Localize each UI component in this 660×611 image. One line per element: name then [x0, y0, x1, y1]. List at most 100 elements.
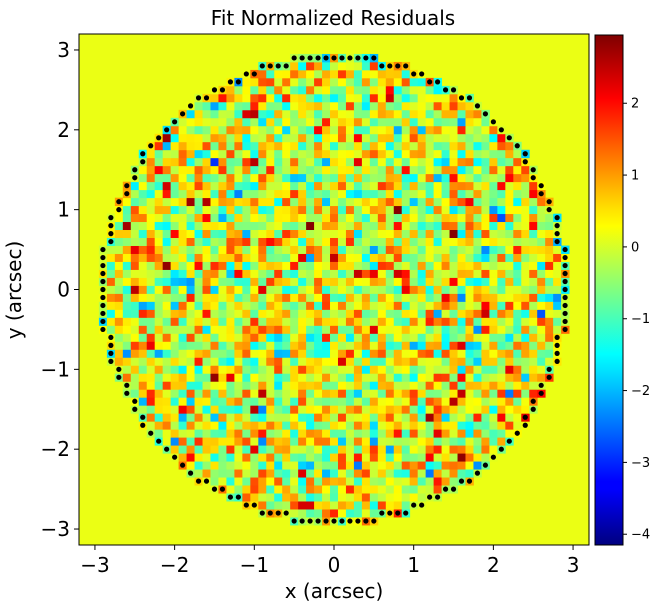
- residual-pixel: [513, 213, 522, 223]
- residual-pixel: [314, 285, 323, 294]
- residual-pixel: [266, 125, 275, 135]
- residual-pixel: [226, 485, 235, 494]
- residual-pixel: [361, 69, 371, 79]
- residual-pixel: [433, 397, 442, 406]
- residual-pixel: [409, 421, 419, 430]
- residual-pixel: [505, 245, 514, 254]
- residual-pixel: [234, 429, 243, 438]
- residual-pixel: [537, 213, 546, 223]
- residual-pixel: [409, 213, 419, 223]
- residual-pixel: [465, 429, 474, 438]
- mask-border-marker: [116, 366, 122, 372]
- residual-pixel: [242, 397, 251, 406]
- residual-pixel: [122, 245, 132, 254]
- residual-pixel: [409, 493, 419, 502]
- residual-pixel: [473, 117, 482, 127]
- residual-pixel: [210, 269, 219, 278]
- residual-pixel: [425, 469, 435, 478]
- residual-pixel: [449, 309, 458, 318]
- residual-pixel: [449, 197, 458, 207]
- mask-border-marker: [283, 510, 289, 516]
- residual-pixel: [186, 445, 195, 454]
- mask-border-marker: [546, 199, 552, 205]
- residual-pixel: [322, 69, 331, 79]
- residual-pixel: [409, 77, 419, 87]
- residual-pixel: [258, 501, 267, 510]
- mask-border-marker: [562, 326, 568, 333]
- residual-pixel: [146, 397, 156, 406]
- residual-pixel: [266, 437, 275, 446]
- residual-pixel: [345, 333, 355, 342]
- residual-pixel: [457, 453, 466, 462]
- residual-pixel: [170, 125, 180, 135]
- residual-pixel: [298, 461, 307, 470]
- residual-pixel: [162, 301, 172, 310]
- residual-pixel: [106, 245, 116, 254]
- residual-pixel: [337, 205, 347, 215]
- residual-pixel: [282, 117, 291, 127]
- residual-pixel: [449, 157, 458, 167]
- residual-pixel: [154, 309, 164, 318]
- residual-pixel: [226, 413, 235, 422]
- residual-pixel: [537, 357, 546, 366]
- residual-pixel: [306, 285, 315, 294]
- residual-pixel: [306, 181, 315, 191]
- residual-pixel: [417, 117, 427, 127]
- residual-pixel: [481, 157, 490, 167]
- residual-pixel: [170, 349, 180, 358]
- residual-pixel: [401, 461, 411, 470]
- residual-pixel: [497, 421, 506, 430]
- residual-pixel: [441, 269, 450, 278]
- residual-pixel: [330, 501, 339, 510]
- residual-pixel: [361, 253, 371, 262]
- residual-pixel: [154, 141, 164, 151]
- residual-pixel: [226, 141, 235, 151]
- residual-pixel: [521, 261, 530, 270]
- residual-pixel: [226, 477, 235, 486]
- residual-pixel: [250, 269, 259, 278]
- residual-pixel: [202, 157, 211, 167]
- residual-pixel: [162, 269, 172, 278]
- mask-border-marker: [562, 294, 568, 301]
- residual-pixel: [529, 365, 538, 374]
- residual-pixel: [306, 509, 315, 518]
- residual-pixel: [353, 493, 363, 502]
- residual-pixel: [401, 437, 411, 446]
- residual-pixel: [481, 453, 490, 462]
- residual-pixel: [369, 197, 379, 207]
- residual-pixel: [170, 429, 180, 438]
- residual-pixel: [202, 389, 211, 398]
- residual-pixel: [353, 285, 363, 294]
- residual-pixel: [369, 293, 379, 302]
- residual-pixel: [210, 213, 219, 223]
- residual-pixel: [361, 309, 371, 318]
- residual-pixel: [298, 389, 307, 398]
- residual-pixel: [314, 173, 323, 183]
- residual-pixel: [186, 357, 195, 366]
- residual-pixel: [162, 365, 172, 374]
- residual-pixel: [489, 181, 498, 191]
- residual-pixel: [369, 429, 379, 438]
- residual-pixel: [377, 261, 387, 270]
- residual-pixel: [146, 213, 156, 223]
- residual-pixel: [306, 93, 315, 103]
- residual-pixel: [274, 85, 283, 95]
- residual-pixel: [497, 213, 506, 223]
- residual-pixel: [114, 213, 124, 223]
- residual-pixel: [337, 509, 347, 518]
- residual-pixel: [330, 189, 339, 199]
- residual-pixel: [369, 445, 379, 454]
- residual-pixel: [274, 261, 283, 270]
- residual-pixel: [218, 397, 227, 406]
- residual-pixel: [385, 181, 395, 191]
- mask-border-marker: [219, 486, 226, 492]
- residual-pixel: [521, 269, 530, 278]
- residual-pixel: [401, 173, 411, 183]
- mask-border-marker: [355, 518, 361, 524]
- residual-pixel: [122, 213, 132, 223]
- residual-pixel: [178, 405, 187, 414]
- residual-pixel: [250, 157, 259, 167]
- residual-pixel: [314, 309, 323, 318]
- residual-pixel: [258, 445, 267, 454]
- residual-pixel: [154, 405, 164, 414]
